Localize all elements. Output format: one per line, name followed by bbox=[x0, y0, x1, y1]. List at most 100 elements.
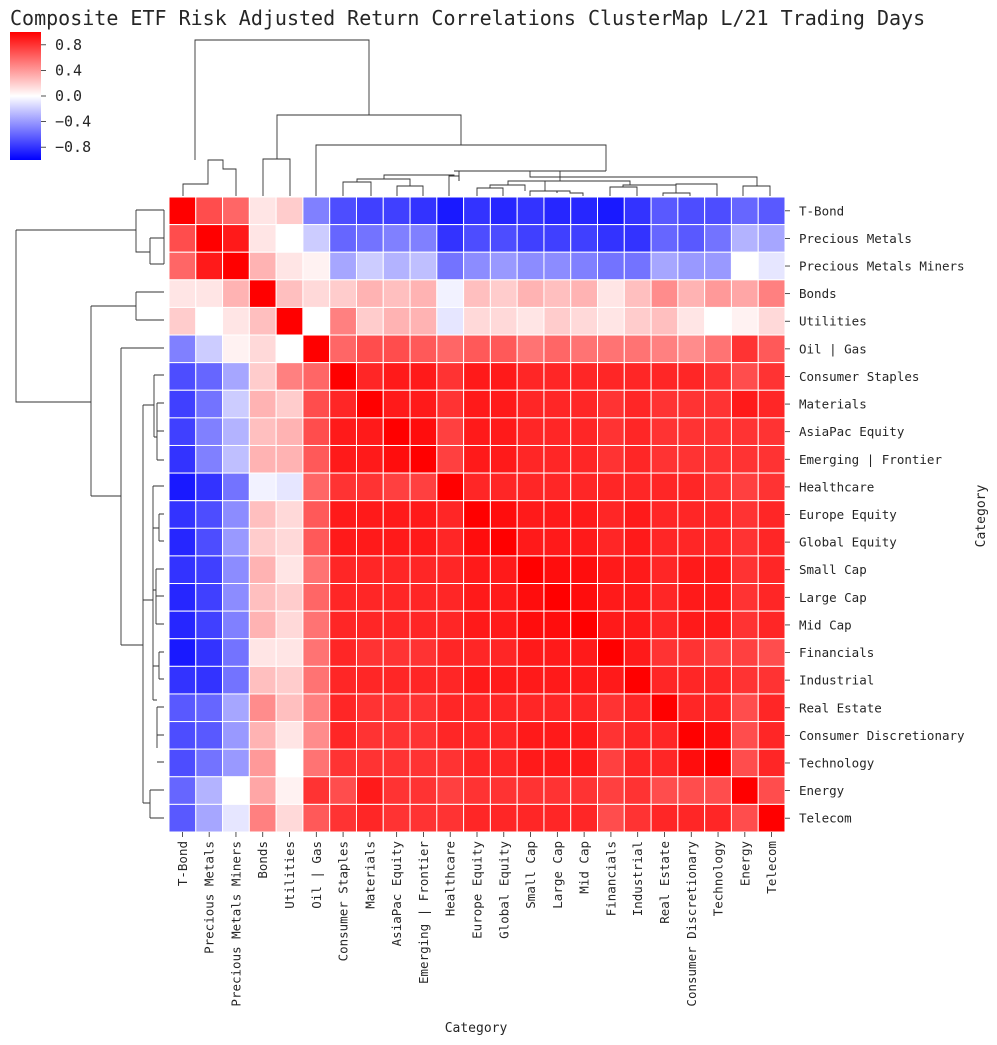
heatmap-cell bbox=[436, 362, 465, 391]
heatmap-cell bbox=[222, 362, 250, 391]
heatmap-cell bbox=[222, 693, 250, 723]
heatmap-cell bbox=[222, 555, 250, 585]
heatmap-cell bbox=[275, 665, 304, 695]
heatmap-cell bbox=[730, 665, 759, 695]
heatmap-cell bbox=[302, 638, 331, 667]
heatmap-cell bbox=[168, 610, 197, 640]
heatmap-cell bbox=[623, 776, 652, 805]
heatmap-cell bbox=[516, 306, 545, 336]
y-tick-label: Precious Metals bbox=[799, 231, 912, 246]
heatmap-cell bbox=[302, 362, 331, 391]
heatmap-cell bbox=[516, 776, 545, 805]
heatmap-cell bbox=[597, 500, 625, 529]
heatmap-cell bbox=[302, 665, 331, 695]
heatmap-cell bbox=[463, 251, 491, 281]
heatmap-cell bbox=[597, 389, 625, 419]
heatmap-cell bbox=[597, 417, 625, 446]
heatmap-cell bbox=[704, 803, 732, 833]
y-tick-label: Real Estate bbox=[799, 700, 882, 715]
heatmap-cell bbox=[382, 721, 411, 750]
heatmap-cell bbox=[623, 693, 652, 723]
heatmap-cell bbox=[275, 555, 304, 585]
heatmap-cell bbox=[650, 665, 679, 695]
heatmap-cell bbox=[382, 527, 411, 557]
heatmap-cell bbox=[302, 444, 331, 474]
heatmap-cell bbox=[730, 693, 759, 723]
heatmap-cell bbox=[355, 224, 384, 253]
heatmap-cell bbox=[222, 417, 250, 446]
heatmap-cell bbox=[543, 721, 572, 750]
heatmap-cell bbox=[757, 583, 786, 612]
heatmap-cell bbox=[516, 638, 545, 667]
x-tick-label: Global Equity bbox=[496, 841, 511, 939]
heatmap-cell bbox=[329, 417, 357, 446]
heatmap-cell bbox=[623, 334, 652, 364]
heatmap-cell bbox=[248, 444, 277, 474]
y-tick-label: Bonds bbox=[799, 286, 837, 301]
heatmap-cell bbox=[329, 196, 357, 226]
heatmap-cell bbox=[409, 362, 438, 391]
heatmap-cell bbox=[275, 417, 304, 446]
heatmap-cell bbox=[623, 721, 652, 750]
heatmap-cell bbox=[168, 665, 197, 695]
heatmap-cell bbox=[677, 803, 706, 833]
heatmap-cell bbox=[409, 417, 438, 446]
heatmap-cell bbox=[730, 748, 759, 778]
heatmap-cell bbox=[275, 693, 304, 723]
heatmap-cell bbox=[757, 444, 786, 474]
heatmap-cell bbox=[355, 196, 384, 226]
heatmap-cell bbox=[677, 693, 706, 723]
heatmap-cell bbox=[222, 251, 250, 281]
heatmap-cell bbox=[463, 472, 491, 502]
heatmap-cell bbox=[275, 224, 304, 253]
heatmap-cell bbox=[704, 444, 732, 474]
heatmap-cell bbox=[463, 748, 491, 778]
heatmap-cell bbox=[730, 196, 759, 226]
heatmap-cell bbox=[570, 527, 599, 557]
heatmap-cell bbox=[757, 665, 786, 695]
heatmap-cell bbox=[409, 389, 438, 419]
heatmap-cell bbox=[757, 500, 786, 529]
heatmap-cell bbox=[329, 334, 357, 364]
heatmap-cell bbox=[463, 417, 491, 446]
heatmap-cell bbox=[463, 665, 491, 695]
heatmap-cell bbox=[355, 610, 384, 640]
heatmap-cell bbox=[597, 776, 625, 805]
heatmap-cell bbox=[489, 306, 518, 336]
heatmap-cell bbox=[650, 444, 679, 474]
heatmap-cell bbox=[650, 196, 679, 226]
colorbar-tick-label: 0.4 bbox=[55, 61, 82, 79]
heatmap-cell bbox=[516, 472, 545, 502]
heatmap-cell bbox=[329, 279, 357, 308]
heatmap-cell bbox=[409, 251, 438, 281]
heatmap-cell bbox=[195, 279, 224, 308]
heatmap-cell bbox=[195, 776, 224, 805]
heatmap-cell bbox=[489, 251, 518, 281]
x-tick-label: Large Cap bbox=[550, 841, 565, 909]
heatmap-cell bbox=[168, 638, 197, 667]
heatmap-cell bbox=[543, 444, 572, 474]
heatmap-cell bbox=[730, 583, 759, 612]
heatmap-cell bbox=[704, 472, 732, 502]
heatmap-cell bbox=[248, 748, 277, 778]
heatmap-cell bbox=[382, 665, 411, 695]
heatmap-cell bbox=[757, 610, 786, 640]
heatmap-cell bbox=[543, 279, 572, 308]
heatmap-cell bbox=[704, 776, 732, 805]
heatmap-cell bbox=[757, 224, 786, 253]
heatmap-cell bbox=[222, 610, 250, 640]
y-tick-label: Mid Cap bbox=[799, 617, 852, 632]
heatmap-cell bbox=[329, 693, 357, 723]
y-tick-label: Industrial bbox=[799, 673, 874, 688]
heatmap-cell bbox=[677, 500, 706, 529]
column-dendrogram bbox=[182, 39, 771, 196]
heatmap-cell bbox=[168, 279, 197, 308]
heatmap-cell bbox=[704, 721, 732, 750]
heatmap-cell bbox=[543, 224, 572, 253]
heatmap-cell bbox=[168, 721, 197, 750]
heatmap-cell bbox=[195, 583, 224, 612]
heatmap-cell bbox=[195, 748, 224, 778]
heatmap-cell bbox=[463, 610, 491, 640]
heatmap-cell bbox=[543, 527, 572, 557]
